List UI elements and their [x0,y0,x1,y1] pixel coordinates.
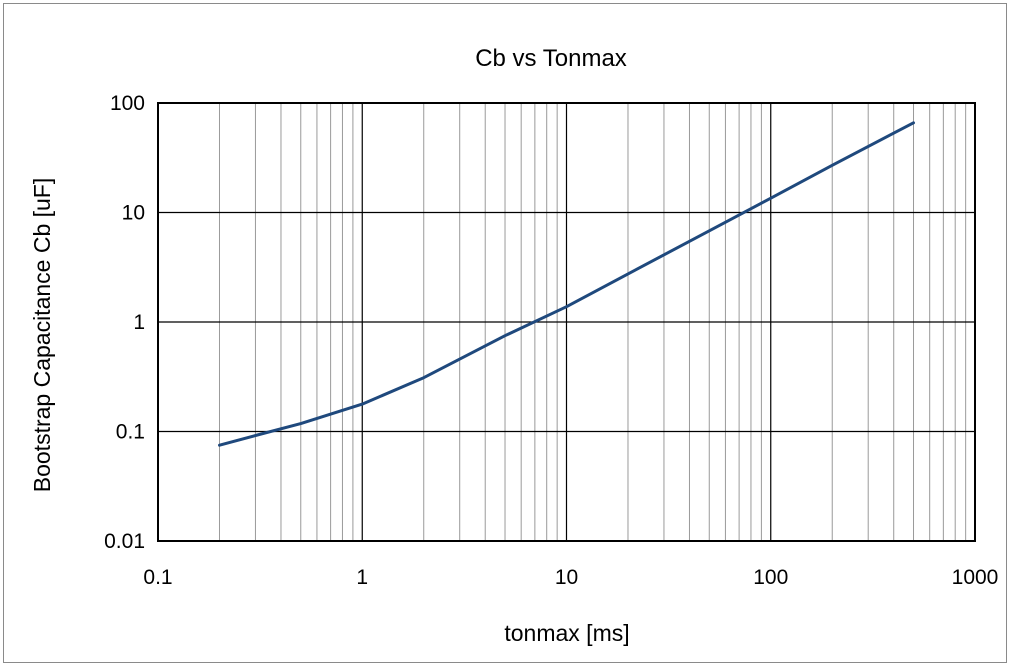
series-line [218,121,915,447]
plot-border [157,102,976,542]
y-tick-labels: 0.01 0.1 1 10 100 [104,92,145,553]
y-tick-label: 1 [133,311,145,334]
x-tick-label: 1000 [952,566,999,589]
y-tick-label: 10 [122,202,145,225]
x-tick-labels: 0.1 1 10 100 1000 [143,566,998,589]
x-axis-label: tonmax [ms] [504,620,629,646]
x-tick-label: 100 [753,566,788,589]
x-tick-label: 0.1 [143,566,172,589]
y-tick-label: 100 [110,92,145,115]
plot-area [157,102,976,542]
y-tick-label: 0.01 [104,530,145,553]
chart-title: Cb vs Tonmax [475,45,627,72]
x-tick-label: 10 [555,566,578,589]
y-tick-label: 0.1 [116,421,145,444]
x-tick-label: 1 [356,566,368,589]
y-axis-label: Bootstrap Capacitance Cb [uF] [29,178,55,493]
